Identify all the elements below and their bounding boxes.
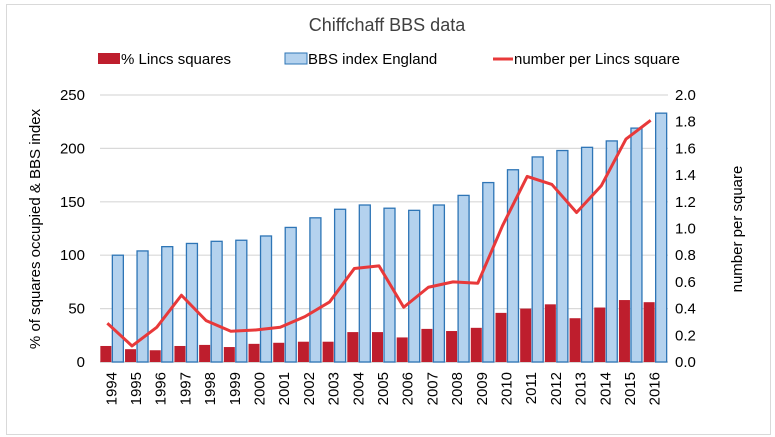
line-series — [106, 119, 652, 348]
y-axis-title: % of squares occupied & BBS index — [27, 108, 44, 349]
bar-bbs-index — [482, 181, 495, 363]
y-right-tick-label: 0.6 — [675, 274, 696, 291]
x-tick-label: 1995 — [128, 372, 145, 405]
x-tick-label: 2007 — [424, 372, 441, 405]
y-right-tick-label: 0.2 — [675, 327, 696, 344]
x-tick-label: 1997 — [177, 372, 194, 405]
x-tick-label: 2012 — [548, 372, 565, 405]
bar-lincs-squares — [273, 342, 285, 362]
y-axis-right-title: number per square — [729, 166, 746, 293]
bar-lincs-squares — [100, 345, 112, 362]
x-tick-label: 2001 — [276, 372, 293, 405]
y-tick-label: 200 — [60, 140, 85, 157]
y-right-tick-label: 0.8 — [675, 247, 696, 264]
y-tick-label: 50 — [68, 301, 85, 318]
bar-lincs-squares — [544, 304, 556, 362]
bar-lincs-squares — [248, 343, 260, 362]
y-right-tick-label: 0.4 — [675, 301, 696, 318]
bar-bbs-index — [136, 250, 149, 363]
bar-lincs-squares — [396, 337, 408, 362]
legend-label-bbs-index: BBS index England — [308, 51, 437, 68]
bar-bbs-index — [235, 239, 248, 363]
y-tick-label: 0 — [77, 354, 85, 371]
x-tick-label: 2014 — [597, 372, 614, 405]
bar-bbs-index — [506, 169, 520, 363]
bar-bbs-index — [161, 246, 174, 363]
bar-lincs-squares — [594, 307, 606, 362]
bar-bbs-index — [457, 194, 470, 363]
bar-lincs-squares — [347, 332, 359, 362]
bar-bbs-index — [309, 217, 322, 363]
x-tick-label: 2002 — [301, 372, 318, 405]
bar-lincs-squares — [223, 347, 235, 362]
x-tick-label: 2010 — [498, 372, 515, 405]
bar-lincs-squares — [199, 344, 211, 362]
x-tick-label: 2009 — [474, 372, 491, 405]
x-tick-label: 2006 — [400, 372, 417, 405]
x-tick-label: 1994 — [103, 372, 120, 405]
x-tick-label: 2013 — [573, 372, 590, 405]
bar-bbs-index — [605, 140, 618, 363]
bar-lincs-squares — [643, 302, 655, 362]
bar-bbs-index — [210, 240, 223, 363]
y-right-tick-label: 1.8 — [675, 114, 696, 131]
bar-lincs-squares — [495, 312, 507, 362]
y-tick-label: 250 — [60, 87, 85, 104]
bar-bbs-index — [259, 235, 273, 363]
y-right-tick-label: 1.0 — [675, 221, 696, 238]
bar-bbs-index — [556, 149, 569, 363]
bar-lincs-squares — [446, 331, 458, 362]
legend-swatch-lincs-squares — [98, 53, 120, 64]
bar-lincs-squares — [125, 349, 137, 362]
bar-bbs-index — [185, 242, 199, 363]
legend-label-number-per-square: number per Lincs square — [514, 51, 680, 68]
bar-lincs-squares — [470, 327, 482, 362]
bar-lincs-squares — [149, 350, 161, 362]
bar-bbs-index — [630, 127, 643, 363]
x-tick-label: 1998 — [202, 372, 219, 405]
y-right-tick-label: 0.0 — [675, 354, 696, 371]
bar-bbs-index — [111, 254, 124, 363]
bar-lincs-squares — [372, 332, 383, 362]
y-right-tick-label: 1.4 — [675, 167, 696, 184]
bar-lincs-squares — [618, 300, 630, 362]
legend: % Lincs squares BBS index England number p… — [98, 51, 680, 68]
bar-bbs-index — [284, 226, 297, 363]
bar-bbs-index — [655, 112, 668, 363]
x-tick-label: 2004 — [350, 372, 367, 405]
x-tick-label: 1996 — [153, 372, 170, 405]
bar-bbs-index — [531, 156, 544, 363]
bar-lincs-squares — [569, 318, 581, 362]
x-tick-label: 2008 — [449, 372, 466, 405]
y-right-tick-label: 1.2 — [675, 194, 696, 211]
bar-lincs-squares — [174, 345, 186, 362]
legend-label-lincs-squares: % Lincs squares — [121, 51, 231, 68]
x-tick-label: 1999 — [227, 372, 244, 405]
bar-lincs-squares — [520, 308, 532, 362]
x-tick-label: 2003 — [326, 372, 343, 405]
bar-bbs-index — [580, 146, 594, 363]
bar-bbs-index — [408, 209, 421, 363]
legend-swatch-bbs-index — [284, 52, 308, 65]
bar-lincs-squares — [421, 328, 433, 362]
axes: 0 50 100 150 200 250 0.0 0.2 0.4 0.6 0.8 1.0 1.2 1.4 1… — [60, 87, 696, 405]
bars — [100, 112, 668, 363]
x-tick-label: 2016 — [647, 372, 664, 405]
x-tick-label: 2011 — [523, 372, 540, 404]
chart-title: Chiffchaff BBS data — [309, 15, 466, 35]
x-tick-label: 2015 — [622, 372, 639, 405]
x-tick-label: 2005 — [375, 372, 392, 405]
y-right-tick-label: 2.0 — [675, 87, 696, 104]
bar-lincs-squares — [297, 341, 309, 362]
bar-bbs-index — [358, 204, 371, 363]
y-right-tick-label: 1.6 — [675, 140, 696, 157]
y-tick-label: 150 — [60, 194, 85, 211]
y-tick-label: 100 — [60, 247, 85, 264]
bar-lincs-squares — [322, 341, 334, 362]
x-tick-label: 2000 — [252, 372, 269, 405]
